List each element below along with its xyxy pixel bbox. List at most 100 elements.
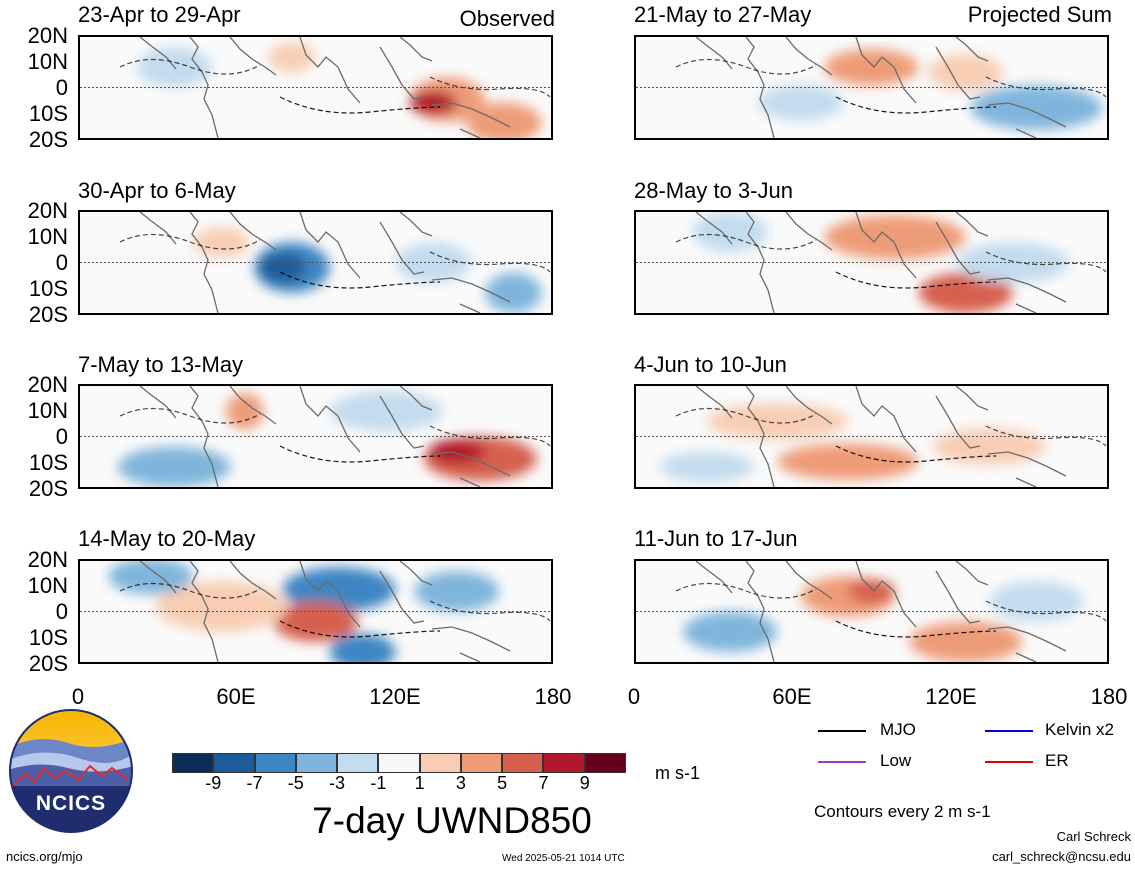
coastline xyxy=(1015,303,1037,313)
map-field xyxy=(80,37,551,138)
anomaly-blob xyxy=(329,391,443,432)
anomaly-blob xyxy=(226,393,264,430)
coastline xyxy=(189,37,219,138)
anomaly-blob xyxy=(777,443,919,480)
coastline xyxy=(1015,128,1037,138)
coastline xyxy=(745,561,775,662)
coastline xyxy=(987,102,1067,128)
coastline xyxy=(935,221,981,275)
lon-label: 60E xyxy=(772,684,812,709)
lon-label: 180 xyxy=(534,684,572,709)
footer-timestamp: Wed 2025-05-21 1014 UTC xyxy=(502,853,625,864)
lon-label: 120E xyxy=(925,684,977,709)
coastline xyxy=(139,212,177,245)
contour-line xyxy=(429,425,551,447)
coastline xyxy=(745,386,775,487)
coastline xyxy=(987,451,1067,477)
anomaly-blob xyxy=(329,633,396,662)
coastline xyxy=(299,212,361,279)
colorbar-tick-label: 1 xyxy=(414,773,425,793)
lat-label: 20S xyxy=(28,476,68,501)
coastline xyxy=(955,561,989,586)
contour-line xyxy=(429,600,551,622)
lat-label: 0 xyxy=(55,599,68,624)
coastline xyxy=(695,386,733,419)
contour-note: Contours every 2 m s-1 xyxy=(814,802,991,821)
observed-label: Observed xyxy=(459,6,555,31)
contour-line xyxy=(119,233,261,250)
anomaly-blob xyxy=(706,403,848,440)
lat-label: 20N xyxy=(27,547,68,572)
coastline xyxy=(785,37,833,76)
legend-label-mjo: MJO xyxy=(880,720,916,739)
lat-label: 20S xyxy=(28,302,68,327)
coastline xyxy=(139,386,177,419)
coastline xyxy=(459,303,481,313)
colorbar-swatch xyxy=(378,753,420,773)
coastline xyxy=(379,221,425,275)
coastline xyxy=(785,561,833,600)
contour-line xyxy=(119,582,261,599)
coastline xyxy=(379,395,425,449)
legend-line-mjo xyxy=(818,730,866,732)
lat-label: 20N xyxy=(27,23,68,48)
coastline xyxy=(459,477,481,487)
contour-line xyxy=(279,271,441,289)
coastline xyxy=(745,37,775,138)
lon-label: 60E xyxy=(216,684,256,709)
colorbar-swatch xyxy=(584,753,626,773)
coastline xyxy=(139,37,177,70)
colorbar-swatch xyxy=(502,753,544,773)
coastline xyxy=(855,561,917,628)
anomaly-blob xyxy=(692,212,768,253)
anomaly-blob xyxy=(414,571,500,612)
coastline xyxy=(695,561,733,594)
legend-label-kelvin: Kelvin x2 xyxy=(1045,720,1114,739)
coastline xyxy=(955,212,989,237)
coastline xyxy=(299,37,361,104)
lat-label: 20N xyxy=(27,372,68,397)
coastline xyxy=(1015,652,1037,662)
contour-line xyxy=(675,58,817,75)
coastline xyxy=(955,386,989,411)
colorbar xyxy=(172,753,626,773)
coastline xyxy=(431,451,511,477)
anomaly-blob xyxy=(409,90,457,115)
coastline xyxy=(1015,477,1037,487)
contour-line xyxy=(985,425,1107,447)
panel-title: 21-May to 27-May xyxy=(634,2,812,27)
map-field xyxy=(636,386,1107,487)
contour-line xyxy=(279,96,441,114)
coastline xyxy=(935,46,981,100)
anomaly-blob xyxy=(485,272,542,313)
map-left-3 xyxy=(78,559,553,664)
contour-line xyxy=(835,271,997,289)
lat-label: 0 xyxy=(55,75,68,100)
anomaly-blob xyxy=(824,49,919,86)
legend-line-kelvin xyxy=(985,730,1033,732)
coastline xyxy=(189,212,219,313)
colorbar-tick-label: 3 xyxy=(455,773,466,793)
map-right-0 xyxy=(634,35,1109,140)
colorbar-swatch xyxy=(295,753,338,773)
coastline xyxy=(935,395,981,449)
contour-line xyxy=(279,445,441,463)
colorbar-tick-label: 9 xyxy=(579,773,590,793)
colorbar-swatch xyxy=(337,753,379,773)
lat-label: 10N xyxy=(27,49,68,74)
panel-title: 14-May to 20-May xyxy=(78,526,256,551)
anomaly-blob xyxy=(928,54,1004,91)
anomaly-blob xyxy=(258,252,307,283)
coastline xyxy=(785,386,833,425)
coastline xyxy=(695,212,733,245)
map-field xyxy=(636,212,1107,313)
map-field xyxy=(80,561,551,662)
lon-label: 0 xyxy=(627,684,641,709)
colorbar-swatch xyxy=(543,753,585,773)
panel-title: 4-Jun to 10-Jun xyxy=(634,352,787,377)
map-left-0 xyxy=(78,35,553,140)
footer-author: Carl Schreck xyxy=(1056,829,1131,844)
panel-title: 7-May to 13-May xyxy=(78,352,244,377)
coastline xyxy=(379,46,425,100)
coastline xyxy=(399,212,433,237)
